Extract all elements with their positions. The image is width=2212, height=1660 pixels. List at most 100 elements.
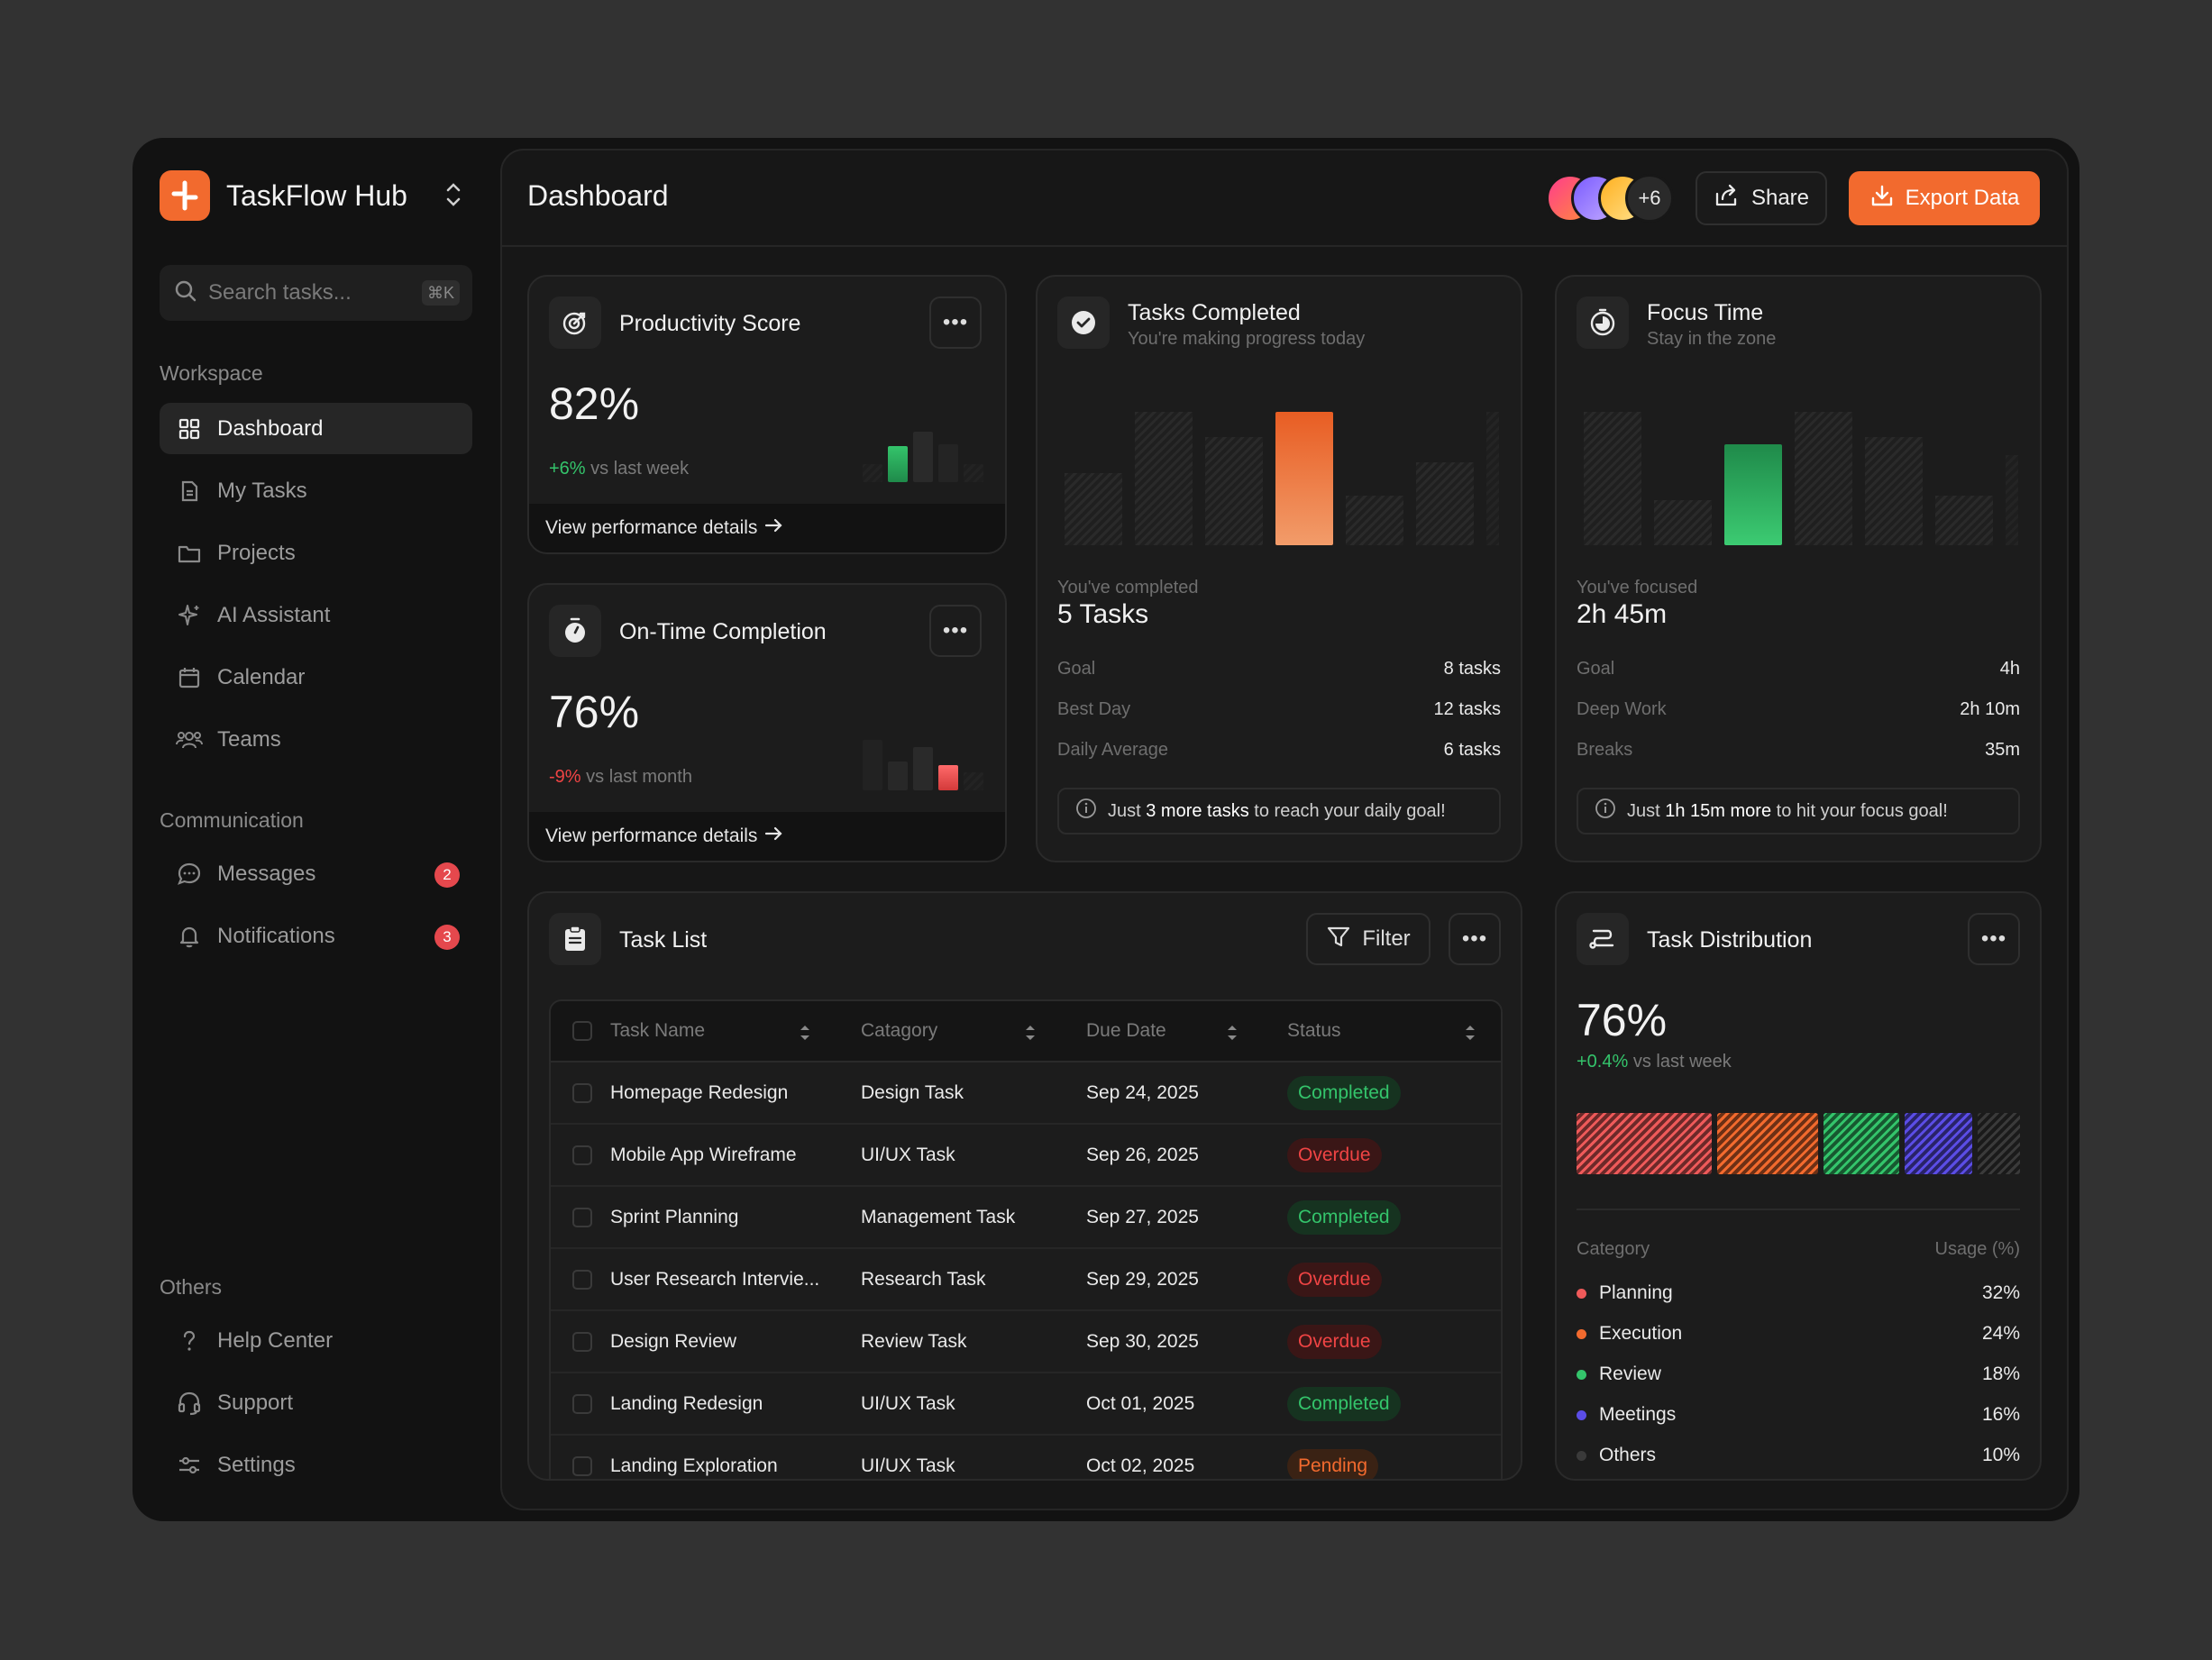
stat-value: 2h 45m bbox=[1577, 599, 1668, 629]
legend-pct: 18% bbox=[1981, 1364, 2020, 1384]
stat-row-value: 8 tasks bbox=[1443, 659, 1501, 679]
row-checkbox[interactable] bbox=[572, 1207, 592, 1227]
stat-row: Breaks 35m bbox=[1577, 740, 2020, 767]
sidebar-item-messages[interactable]: Messages 2 bbox=[160, 848, 472, 899]
table-row[interactable]: Design Review Review Task Sep 30, 2025 O… bbox=[551, 1311, 1501, 1373]
search-box[interactable]: ⌘K bbox=[160, 265, 472, 321]
stat-row-value: 6 tasks bbox=[1443, 740, 1501, 760]
more-options-button[interactable]: ••• bbox=[1449, 913, 1501, 965]
legend-dot bbox=[1577, 1450, 1586, 1461]
row-checkbox[interactable] bbox=[572, 1455, 592, 1476]
chart-bar bbox=[1584, 412, 1641, 545]
table-row[interactable]: Landing Redesign UI/UX Task Oct 01, 2025… bbox=[551, 1373, 1501, 1436]
row-checkbox[interactable] bbox=[572, 1393, 592, 1414]
sidebar-item-calendar[interactable]: Calendar bbox=[160, 652, 472, 703]
brand[interactable]: TaskFlow Hub bbox=[160, 170, 407, 221]
sidebar-item-label: AI Assistant bbox=[217, 602, 331, 627]
task-name-cell: Landing Redesign bbox=[610, 1392, 763, 1414]
more-options-button[interactable]: ••• bbox=[929, 296, 982, 349]
tip-text: Just 3 more tasks to reach your daily go… bbox=[1108, 801, 1446, 822]
legend-dot bbox=[1577, 1288, 1586, 1299]
tasks-bar-chart bbox=[1065, 412, 1499, 545]
distribution-segment bbox=[1905, 1113, 1973, 1174]
sort-icon[interactable] bbox=[1465, 1023, 1476, 1043]
column-header-task-name[interactable]: Task Name bbox=[610, 1020, 706, 1041]
row-checkbox[interactable] bbox=[572, 1269, 592, 1290]
legend-header-category: Category bbox=[1577, 1238, 1650, 1259]
sort-icon[interactable] bbox=[800, 1023, 810, 1043]
stat-row-value: 2h 10m bbox=[1960, 699, 2020, 719]
table-row[interactable]: Landing Exploration UI/UX Task Oct 02, 2… bbox=[551, 1436, 1501, 1479]
delta-value: +0.4% bbox=[1577, 1052, 1629, 1072]
legend-pct: 16% bbox=[1981, 1404, 2020, 1425]
sidebar-item-label: Dashboard bbox=[217, 415, 324, 441]
sidebar-item-dashboard[interactable]: Dashboard bbox=[160, 403, 472, 454]
sidebar-item-support[interactable]: Support bbox=[160, 1377, 472, 1428]
card-title: Tasks Completed bbox=[1128, 300, 1301, 325]
avatar-more-count: +6 bbox=[1625, 174, 1674, 223]
legend-row: Others 10% bbox=[1577, 1442, 2020, 1469]
category-cell: Review Task bbox=[861, 1330, 967, 1352]
more-options-button[interactable]: ••• bbox=[929, 605, 982, 657]
avatar-group[interactable]: +6 bbox=[1546, 174, 1674, 224]
sliders-icon bbox=[176, 1452, 203, 1479]
mini-chart-bar bbox=[913, 747, 933, 790]
users-icon bbox=[176, 726, 203, 753]
table-row[interactable]: Sprint Planning Management Task Sep 27, … bbox=[551, 1187, 1501, 1249]
column-header-status[interactable]: Status bbox=[1287, 1020, 1341, 1041]
legend-dot bbox=[1577, 1369, 1586, 1380]
search-input[interactable] bbox=[208, 280, 407, 306]
target-icon bbox=[549, 296, 601, 349]
legend-dot bbox=[1577, 1328, 1586, 1339]
help-icon bbox=[176, 1327, 203, 1354]
sort-icon[interactable] bbox=[1025, 1023, 1036, 1043]
column-header-due-date[interactable]: Due Date bbox=[1086, 1020, 1166, 1041]
chart-bar bbox=[1346, 496, 1403, 545]
sidebar-item-notifications[interactable]: Notifications 3 bbox=[160, 910, 472, 962]
sidebar-item-teams[interactable]: Teams bbox=[160, 714, 472, 765]
row-checkbox[interactable] bbox=[572, 1331, 592, 1352]
goal-tip: Just 1h 15m more to hit your focus goal! bbox=[1577, 788, 2020, 835]
mini-chart-bar bbox=[863, 740, 882, 790]
sidebar-item-projects[interactable]: Projects bbox=[160, 527, 472, 579]
view-performance-link[interactable]: View performance details bbox=[529, 812, 1005, 861]
focus-time-card: Focus Time Stay in the zone You've focus… bbox=[1555, 275, 2042, 862]
sparkle-icon bbox=[176, 602, 203, 629]
column-header-category[interactable]: Catagory bbox=[861, 1020, 938, 1041]
chevron-updown-icon[interactable] bbox=[444, 179, 462, 214]
ellipsis-icon: ••• bbox=[942, 618, 969, 643]
stat-row-label: Goal bbox=[1577, 659, 1615, 679]
sidebar-item-help-center[interactable]: Help Center bbox=[160, 1315, 472, 1366]
table-row[interactable]: User Research Intervie... Research Task … bbox=[551, 1249, 1501, 1311]
sidebar-item-my-tasks[interactable]: My Tasks bbox=[160, 465, 472, 516]
sidebar-item-settings[interactable]: Settings bbox=[160, 1439, 472, 1491]
table-row[interactable]: Homepage Redesign Design Task Sep 24, 20… bbox=[551, 1063, 1501, 1125]
more-options-button[interactable]: ••• bbox=[1968, 913, 2020, 965]
sidebar-item-ai-assistant[interactable]: AI Assistant bbox=[160, 589, 472, 641]
filter-button[interactable]: Filter bbox=[1306, 913, 1430, 965]
legend-pct: 32% bbox=[1981, 1282, 2020, 1303]
share-button[interactable]: Share bbox=[1696, 171, 1827, 225]
stat-row-value: 12 tasks bbox=[1433, 699, 1501, 719]
category-cell: UI/UX Task bbox=[861, 1144, 955, 1165]
select-all-checkbox[interactable] bbox=[572, 1021, 592, 1041]
table-row[interactable]: Mobile App Wireframe UI/UX Task Sep 26, … bbox=[551, 1125, 1501, 1187]
row-checkbox[interactable] bbox=[572, 1145, 592, 1165]
chart-bar bbox=[1865, 437, 1923, 545]
delta-value: +6% bbox=[549, 459, 586, 479]
chart-bar bbox=[1486, 412, 1499, 545]
row-checkbox[interactable] bbox=[572, 1082, 592, 1103]
sort-icon[interactable] bbox=[1227, 1023, 1238, 1043]
category-cell: Design Task bbox=[861, 1081, 964, 1103]
task-name-cell: Mobile App Wireframe bbox=[610, 1144, 797, 1165]
page-title: Dashboard bbox=[527, 179, 669, 212]
card-subtitle: You're making progress today bbox=[1128, 329, 1366, 349]
export-data-button[interactable]: Export Data bbox=[1849, 171, 2040, 225]
category-cell: Research Task bbox=[861, 1268, 986, 1290]
view-performance-link[interactable]: View performance details bbox=[529, 504, 1005, 552]
legend-name: Review bbox=[1599, 1364, 1661, 1384]
link-label: View performance details bbox=[545, 825, 758, 846]
legend-row: Review 18% bbox=[1577, 1361, 2020, 1388]
stopwatch-icon bbox=[549, 605, 601, 657]
focus-timer-icon bbox=[1577, 296, 1629, 349]
